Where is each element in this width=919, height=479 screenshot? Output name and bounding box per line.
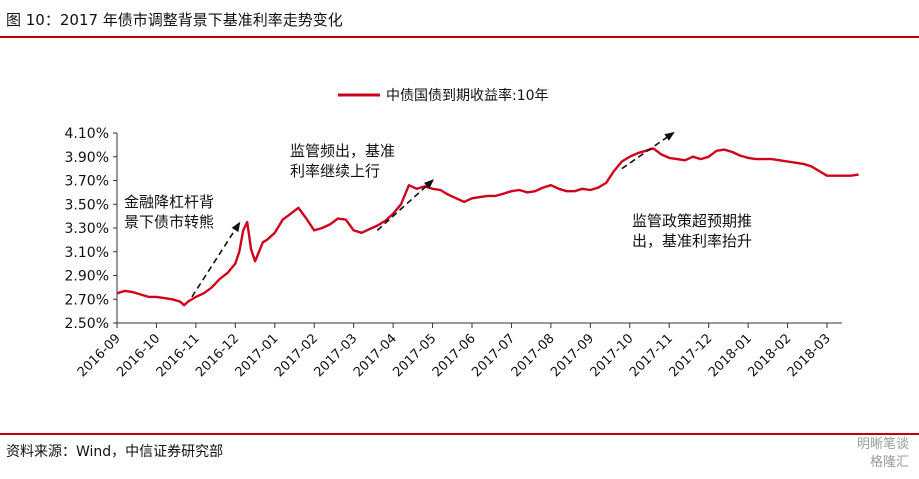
x-axis: 2016-092016-102016-112016-122017-012017-… (75, 322, 842, 380)
annotation-arrow (191, 221, 241, 298)
annotation-label: 出，基准利率抬升 (632, 232, 752, 250)
y-tick-label: 3.50% (65, 197, 109, 213)
series-line (116, 147, 859, 307)
legend: 中债国债到期收益率:10年 (338, 87, 549, 104)
watermark-line-1: 明晰笔谈 (856, 437, 909, 452)
y-tick-label: 3.70% (65, 174, 109, 190)
x-tick-label: 2018-03 (785, 331, 834, 380)
y-tick-label: 2.90% (65, 269, 109, 285)
y-tick-label: 2.70% (65, 292, 109, 308)
y-tick-label: 3.90% (65, 150, 109, 166)
y-tick-label: 3.30% (65, 221, 109, 237)
legend-label: 中债国债到期收益率:10年 (386, 87, 549, 104)
annotation-label: 监管频出，基准 (290, 142, 395, 160)
annotation-arrow (621, 131, 675, 170)
series-layer (116, 147, 859, 307)
header-divider (0, 36, 919, 38)
y-tick-label: 2.50% (65, 316, 109, 332)
watermark: 明晰笔谈 格隆汇 (857, 436, 909, 472)
annotation-label: 监管政策超预期推 (632, 212, 752, 230)
annotation-label: 景下债市转熊 (124, 213, 214, 231)
watermark-line-2: 格隆汇 (869, 455, 909, 470)
annotation-label: 金融降杠杆背 (124, 193, 214, 211)
y-tick-label: 4.10% (65, 126, 109, 142)
annotation-arrow (376, 179, 435, 231)
page-title: 图 10：2017 年债市调整背景下基准利率走势变化 (6, 11, 343, 29)
source-note: 资料来源：Wind，中信证券研究部 (6, 444, 224, 460)
y-axis: 2.50% 2.70% 2.90% 3.10% 3.30% 3.50% 3.70% 3.90%… (65, 126, 118, 332)
annotation-label: 利率继续上行 (290, 162, 380, 180)
y-tick-label: 3.10% (65, 245, 109, 261)
footer-divider (0, 433, 919, 435)
